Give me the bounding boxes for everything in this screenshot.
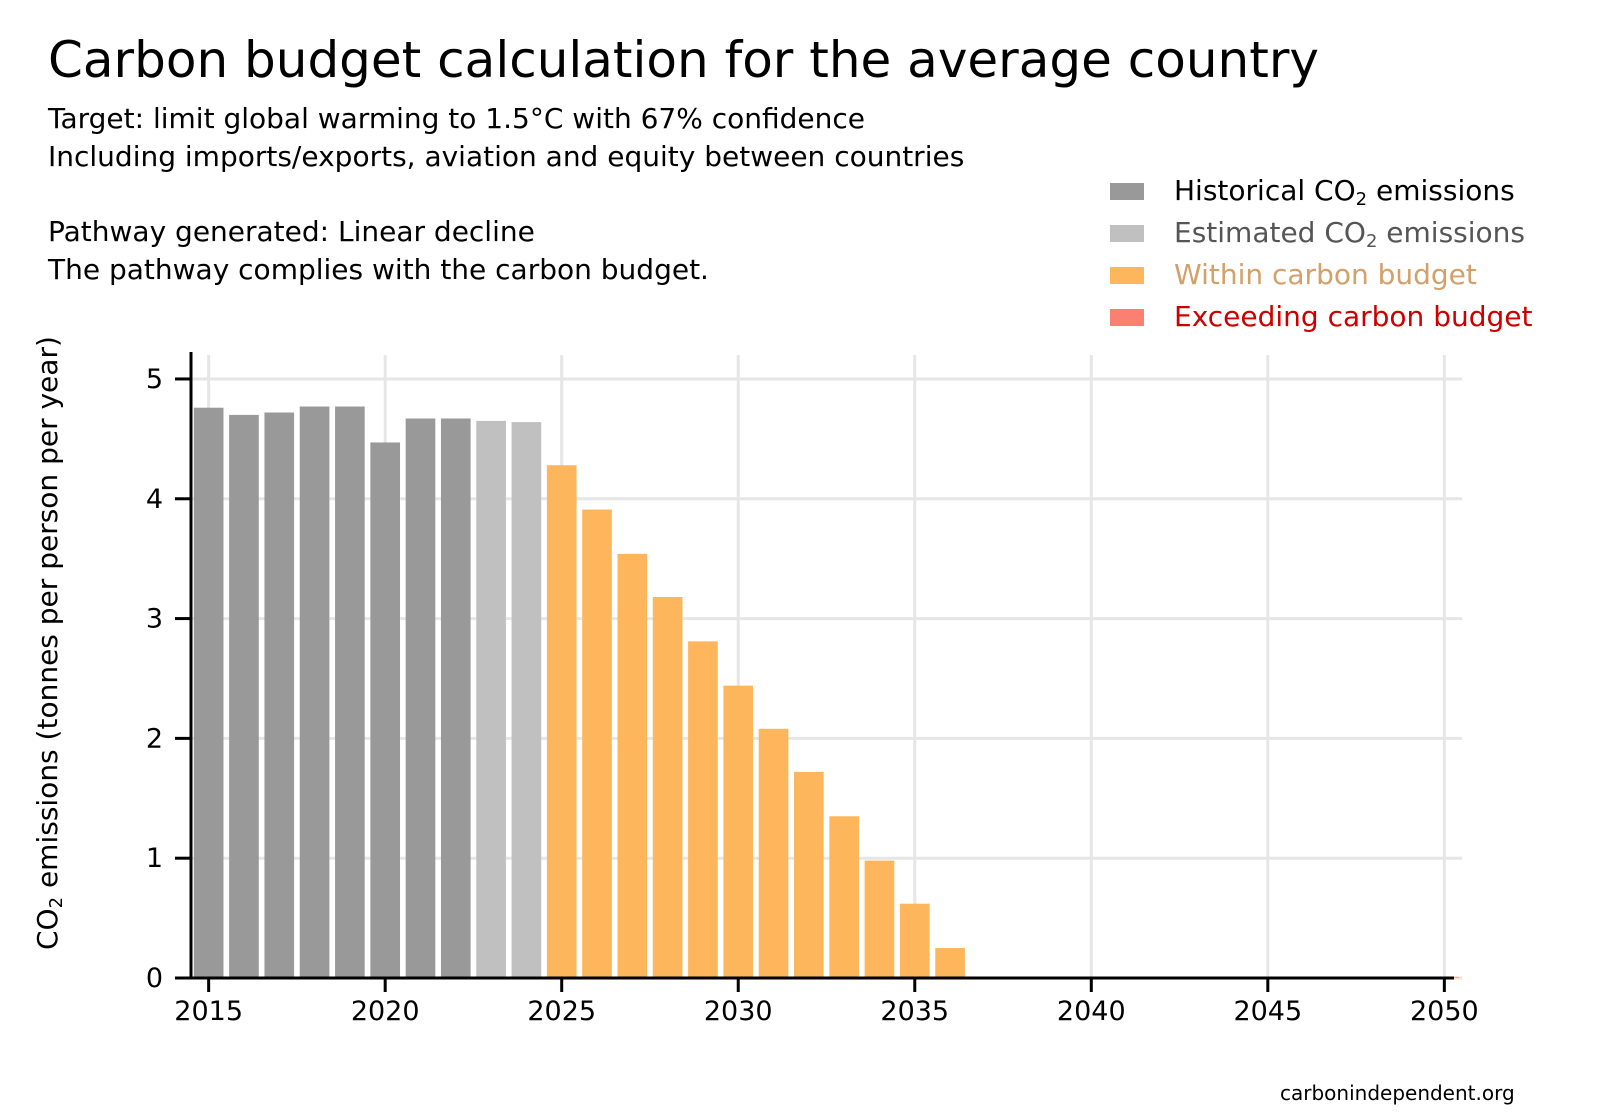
source-credit: carbonindependent.org — [1280, 1081, 1515, 1105]
bar-historical-2015 — [193, 407, 224, 978]
bar-within-2027 — [617, 553, 648, 978]
y-tick-label: 2 — [146, 723, 163, 754]
legend-swatch — [1110, 267, 1144, 284]
subtitle-target: Target: limit global warming to 1.5°C wi… — [48, 102, 866, 135]
bar-historical-2021 — [405, 418, 436, 979]
bar-within-2034 — [864, 860, 895, 978]
y-tick-label: 5 — [146, 364, 163, 395]
x-tick-label: 2045 — [1233, 996, 1302, 1027]
bar-within-2032 — [794, 771, 824, 978]
bar-chart: 0 1 2 3 4 5 2015 2020 2025 2030 2035 2040 2045 2050 — [146, 352, 1479, 1027]
x-tick-label: 2040 — [1057, 996, 1126, 1027]
legend-label: Within carbon budget — [1174, 258, 1477, 291]
y-tick-label: 0 — [146, 963, 163, 994]
x-tick-label: 2035 — [880, 996, 949, 1027]
bar-historical-2020 — [370, 442, 401, 979]
bar-historical-2018 — [299, 406, 330, 978]
bar-within-2033 — [829, 816, 859, 978]
y-axis-title: CO2 emissions (tonnes per person per yea… — [31, 336, 67, 950]
y-tick-label: 4 — [146, 484, 163, 515]
bar-within-2025 — [546, 465, 577, 978]
bar-within-2026 — [582, 509, 612, 978]
bar-historical-2019 — [335, 406, 365, 978]
legend-swatch — [1110, 225, 1144, 242]
legend-swatch — [1110, 309, 1144, 326]
bar-within-2031 — [758, 728, 789, 978]
bar-estimated-2024 — [511, 422, 542, 979]
y-tick-label: 1 — [146, 843, 163, 874]
bar-historical-2016 — [229, 414, 259, 979]
x-tick-label: 2020 — [351, 996, 420, 1027]
x-tick-label: 2050 — [1410, 996, 1479, 1027]
bar-within-2036 — [935, 948, 965, 978]
pathway-label: Pathway generated: Linear decline — [48, 215, 535, 248]
page-title: Carbon budget calculation for the averag… — [48, 31, 1319, 89]
bar-historical-2022 — [440, 418, 471, 979]
legend-label: Historical CO2 emissions — [1174, 174, 1515, 210]
bar-within-2030 — [723, 685, 754, 978]
compliance-status: The pathway complies with the carbon bud… — [48, 253, 709, 286]
bar-within-2028 — [652, 597, 683, 978]
y-tick-label: 3 — [146, 604, 163, 635]
x-tick-label: 2015 — [174, 996, 243, 1027]
x-tick-label: 2025 — [527, 996, 596, 1027]
bar-within-2029 — [688, 641, 718, 978]
legend-label: Exceeding carbon budget — [1174, 300, 1533, 333]
x-tick-label: 2030 — [704, 996, 773, 1027]
subtitle-scope: Including imports/exports, aviation and … — [48, 140, 965, 173]
bar-estimated-2023 — [476, 420, 506, 978]
legend-swatch — [1110, 183, 1144, 200]
bar-historical-2017 — [264, 412, 295, 978]
legend-label: Estimated CO2 emissions — [1174, 216, 1526, 252]
bar-within-2035 — [899, 903, 930, 978]
